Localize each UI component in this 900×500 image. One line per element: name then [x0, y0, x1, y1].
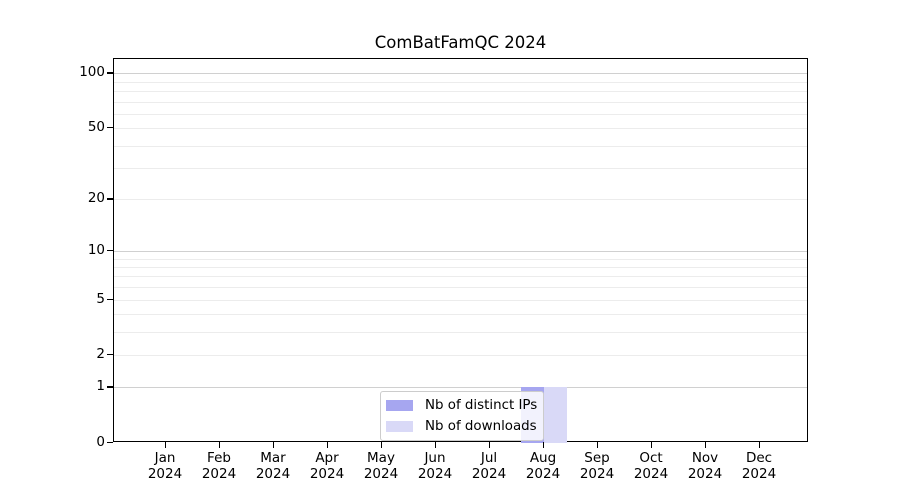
y-tick-label: 2 — [96, 346, 105, 363]
x-tick-mark — [219, 442, 221, 448]
x-tick-year: 2024 — [147, 466, 183, 482]
y-tick-mark — [107, 442, 113, 444]
gridline-minor — [114, 258, 807, 260]
x-tick-mark — [273, 442, 275, 448]
legend-item: Nb of downloads — [386, 418, 537, 435]
x-tick-mark — [165, 442, 167, 448]
x-tick-month: Jan — [154, 450, 176, 466]
x-tick-month: May — [367, 450, 395, 466]
x-tick-label: Feb 2024 — [179, 450, 259, 482]
legend-item: Nb of distinct IPs — [386, 397, 537, 414]
x-tick-year: 2024 — [363, 466, 399, 482]
x-tick-mark — [327, 442, 329, 448]
x-tick-label: Jan 2024 — [125, 450, 205, 482]
x-tick-year: 2024 — [741, 466, 777, 482]
gridline-minor — [114, 145, 807, 147]
legend-swatch-nb-of-distinct-ips — [386, 400, 413, 411]
plot-area — [113, 58, 808, 443]
x-tick-label: Jul 2024 — [449, 450, 529, 482]
x-tick-month: Aug — [529, 450, 557, 466]
y-tick-label: 0 — [96, 434, 105, 450]
chart-legend: Nb of distinct IPs Nb of downloads — [380, 391, 545, 441]
x-tick-year: 2024 — [525, 466, 561, 482]
x-tick-label: Aug 2024 — [503, 450, 583, 482]
gridline-minor — [114, 331, 807, 333]
x-tick-label: Apr 2024 — [287, 450, 367, 482]
y-tick-mark — [107, 354, 113, 356]
y-tick-mark — [107, 72, 113, 74]
gridline-major — [114, 387, 807, 389]
y-tick-mark — [107, 298, 113, 300]
x-tick-label: Nov 2024 — [665, 450, 745, 482]
legend-swatch-nb-of-downloads — [386, 421, 413, 432]
gridline-minor — [114, 101, 807, 103]
bar-nb-of-downloads-aug — [544, 387, 567, 443]
y-tick-mark — [107, 127, 113, 129]
x-tick-month: Jul — [480, 450, 498, 466]
x-tick-mark — [381, 442, 383, 448]
x-tick-month: Mar — [260, 450, 286, 466]
gridline-minor — [114, 267, 807, 269]
x-tick-year: 2024 — [255, 466, 291, 482]
x-tick-mark — [597, 442, 599, 448]
gridline-minor — [114, 128, 807, 130]
x-tick-month: Nov — [691, 450, 719, 466]
x-tick-label: Dec 2024 — [719, 450, 799, 482]
x-tick-label: Sep 2024 — [557, 450, 637, 482]
x-tick-mark — [705, 442, 707, 448]
y-tick-label: 5 — [96, 290, 105, 307]
gridline-minor — [114, 287, 807, 289]
y-tick-label: 1 — [96, 378, 105, 395]
x-tick-month: Jun — [424, 450, 446, 466]
x-tick-year: 2024 — [633, 466, 669, 482]
x-tick-year: 2024 — [579, 466, 615, 482]
gridline-minor — [114, 168, 807, 170]
chart-title: ComBatFamQC 2024 — [374, 33, 547, 52]
y-tick-mark — [107, 198, 113, 200]
gridline-minor — [114, 355, 807, 357]
gridline-major — [114, 73, 807, 75]
gridline-minor — [114, 199, 807, 201]
y-tick-label: 100 — [79, 64, 105, 81]
x-tick-mark — [435, 442, 437, 448]
y-tick-mark — [107, 250, 113, 252]
x-tick-mark — [759, 442, 761, 448]
gridline-minor — [114, 299, 807, 301]
x-tick-mark — [651, 442, 653, 448]
x-tick-year: 2024 — [309, 466, 345, 482]
x-tick-label: Oct 2024 — [611, 450, 691, 482]
gridline-major — [114, 251, 807, 252]
x-tick-month: Dec — [745, 450, 773, 466]
y-tick-label: 50 — [87, 119, 105, 136]
x-tick-year: 2024 — [687, 466, 723, 482]
gridline-minor — [114, 276, 807, 278]
gridline-minor — [114, 91, 807, 93]
x-tick-mark — [489, 442, 491, 448]
legend-label: Nb of distinct IPs — [425, 398, 538, 413]
x-tick-month: Apr — [315, 450, 339, 466]
x-tick-label: May 2024 — [341, 450, 421, 482]
x-tick-month: Feb — [207, 450, 231, 466]
y-tick-label: 20 — [87, 190, 105, 207]
gridline-minor — [114, 81, 807, 83]
x-tick-label: Jun 2024 — [395, 450, 475, 482]
x-tick-year: 2024 — [417, 466, 453, 482]
x-tick-month: Sep — [584, 450, 610, 466]
x-tick-year: 2024 — [201, 466, 237, 482]
y-tick-label: 10 — [87, 242, 105, 258]
legend-label: Nb of downloads — [425, 419, 537, 434]
x-tick-year: 2024 — [471, 466, 507, 482]
x-tick-label: Mar 2024 — [233, 450, 313, 482]
gridline-minor — [114, 314, 807, 316]
x-tick-month: Oct — [639, 450, 663, 466]
y-tick-mark — [107, 386, 113, 388]
x-tick-mark — [543, 442, 545, 448]
gridline-minor — [114, 113, 807, 115]
